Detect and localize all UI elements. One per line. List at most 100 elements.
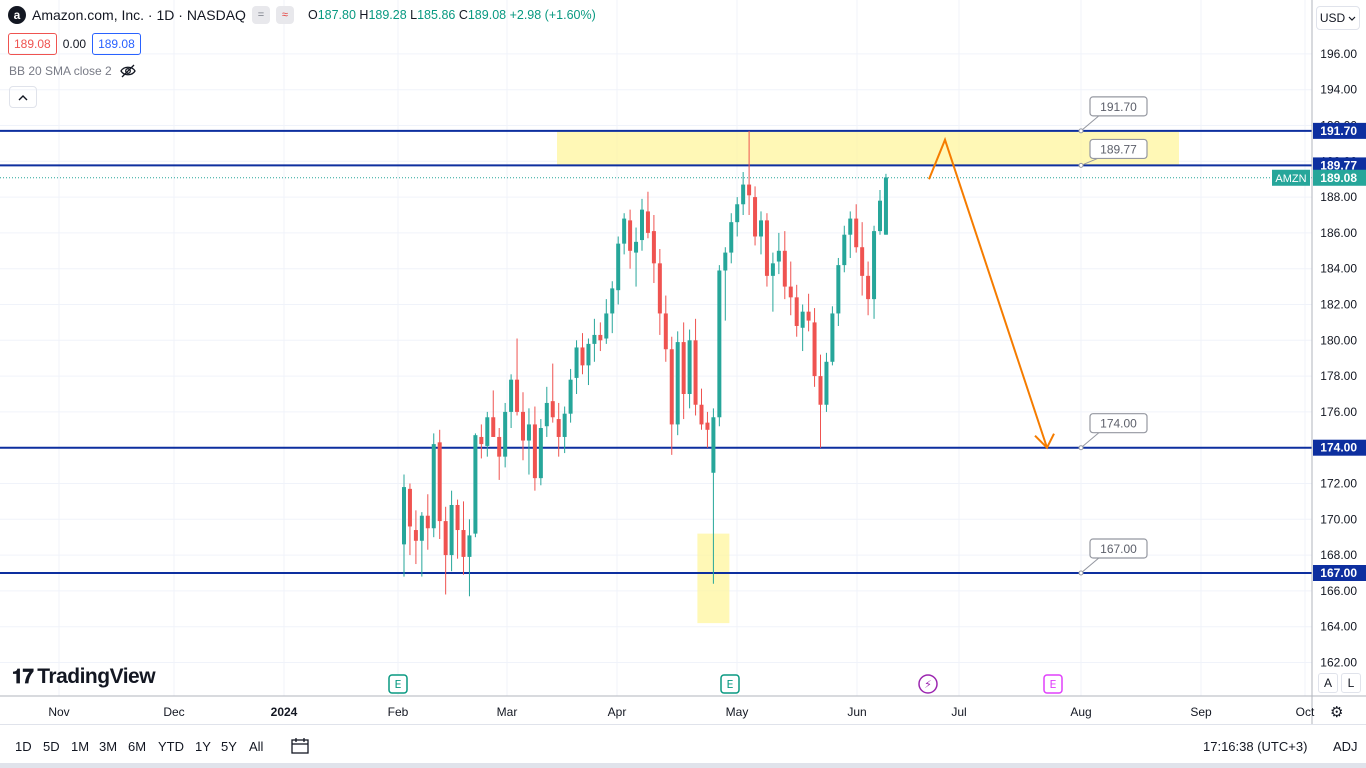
- candle-body: [479, 436, 484, 445]
- candle-body: [521, 411, 525, 441]
- symbol-tag: AMZN: [1275, 173, 1306, 185]
- candle-body: [592, 334, 597, 344]
- symbol-title[interactable]: Amazon.com, Inc. · 1D · NASDAQ: [32, 7, 246, 23]
- candle-body: [425, 515, 430, 529]
- ohlc-change: +2.98 (+1.60%): [509, 8, 596, 22]
- price-tick-label: 166.00: [1320, 584, 1357, 598]
- candle-body: [842, 234, 847, 266]
- ohlc-high-label: H: [359, 8, 369, 22]
- timeframe-5d[interactable]: 5D: [43, 739, 60, 754]
- timeframe-1m[interactable]: 1M: [71, 739, 90, 754]
- candle-body: [741, 184, 746, 205]
- candle-body: [622, 218, 627, 244]
- candle-body: [729, 222, 734, 253]
- time-tick-label: Feb: [388, 705, 409, 719]
- timeframe-6m[interactable]: 6M: [128, 739, 147, 754]
- price-chart[interactable]: 191.70 189.77 174.00 167.00 E E ⚡ E 162.00 164.…: [0, 0, 1366, 724]
- callout-box: [1089, 538, 1148, 559]
- price-tick-label: 186.00: [1320, 226, 1357, 240]
- time-tick-label: Apr: [608, 705, 627, 719]
- candle-body: [788, 286, 793, 298]
- split-marker-icon[interactable]: [918, 674, 938, 694]
- candle-body: [509, 379, 514, 412]
- candle-body: [503, 411, 508, 457]
- earnings-marker-icon[interactable]: [1043, 674, 1063, 694]
- timeframe-1d[interactable]: 1D: [15, 739, 32, 754]
- symbol-tag-bg: [1272, 169, 1310, 186]
- candle-body: [824, 361, 829, 405]
- eye-off-icon[interactable]: [119, 64, 136, 78]
- callout-pointer: [1080, 556, 1101, 574]
- timeframe-ytd[interactable]: YTD: [158, 739, 184, 754]
- candle-body: [616, 243, 621, 291]
- earnings-marker-icon[interactable]: [720, 674, 740, 694]
- calendar-range-icon[interactable]: [290, 737, 310, 755]
- candle-body: [854, 218, 859, 248]
- candle-body: [681, 342, 686, 394]
- candle-body: [574, 347, 579, 378]
- time-tick-label: Sep: [1190, 705, 1212, 719]
- candle-body: [878, 200, 882, 232]
- candle-body: [753, 197, 758, 237]
- candle-body: [806, 311, 811, 321]
- time-tick-label: Jul: [951, 705, 966, 719]
- price-tick-label: 168.00: [1320, 548, 1357, 562]
- approx-icon[interactable]: ≈: [275, 6, 294, 24]
- candle-body: [699, 404, 704, 425]
- scenario-path: [928, 136, 1048, 449]
- event-marker-label[interactable]: E: [727, 678, 734, 691]
- callout-pointer: [1080, 431, 1101, 449]
- candle-body: [800, 311, 805, 328]
- price-axis: 162.00 164.00 166.00 168.00 170.00 172.00 174.…: [1272, 0, 1366, 724]
- candle-body: [764, 220, 769, 276]
- candle-body: [830, 313, 835, 362]
- log-scale-button[interactable]: L: [1341, 673, 1361, 693]
- event-marker-label[interactable]: E: [1050, 678, 1057, 691]
- last-price-axis-label: 189.08: [1320, 171, 1357, 185]
- candle-body: [782, 250, 787, 287]
- candle-body: [848, 218, 853, 235]
- level-axis-label-bg: [1313, 122, 1366, 139]
- timeframe-3m[interactable]: 3M: [99, 739, 118, 754]
- adjust-dividends-toggle[interactable]: ADJ: [1333, 739, 1358, 754]
- time-tick-label: Dec: [163, 705, 184, 719]
- candle-body: [580, 347, 585, 366]
- indicator-legend[interactable]: BB 20 SMA close 2: [9, 64, 136, 78]
- candle-body: [860, 247, 865, 276]
- timeframe-all[interactable]: All: [249, 739, 264, 754]
- ohlc-open: 187.80: [317, 8, 356, 22]
- price-tick-label: 178.00: [1320, 369, 1357, 383]
- gear-icon[interactable]: ⚙: [1330, 704, 1344, 721]
- clock-timezone[interactable]: 17:16:38 (UTC+3): [1203, 739, 1308, 754]
- equals-icon[interactable]: =: [251, 6, 270, 24]
- candle-body: [443, 521, 448, 556]
- candlestick-series: [402, 130, 888, 597]
- ohlc-close-label: C: [458, 8, 468, 22]
- candle-body: [413, 530, 418, 541]
- timeframe-1y[interactable]: 1Y: [195, 739, 211, 754]
- sell-price-button[interactable]: 189.08: [8, 33, 57, 55]
- earnings-marker-icon[interactable]: [388, 674, 408, 694]
- candle-body: [407, 488, 412, 527]
- timeframe-5y[interactable]: 5Y: [221, 739, 237, 754]
- candle-body: [759, 220, 763, 237]
- currency-select[interactable]: USD: [1316, 6, 1360, 30]
- time-tick-label: Nov: [48, 705, 69, 719]
- horizontal-scrollbar[interactable]: [0, 763, 1366, 768]
- company-logo-icon[interactable]: a: [8, 6, 26, 24]
- candle-body: [723, 252, 728, 271]
- resistance-zone: [557, 130, 1179, 166]
- event-marker-label[interactable]: ⚡: [924, 678, 932, 691]
- tradingview-logo-icon: 𝟏𝟕: [12, 665, 34, 688]
- level-axis-label: 167.00: [1320, 566, 1357, 580]
- scenario-arrowhead: [1034, 433, 1055, 450]
- event-marker-label[interactable]: E: [395, 678, 402, 691]
- support-resistance-levels: [0, 129, 1312, 574]
- collapse-legend-button[interactable]: [9, 86, 37, 108]
- candle-body: [419, 515, 424, 541]
- price-tick-label: 194.00: [1320, 83, 1357, 97]
- candle-body: [550, 401, 555, 418]
- auto-scale-button[interactable]: A: [1318, 673, 1338, 693]
- quick-trade-boxes: 189.08 0.00 189.08: [8, 33, 141, 55]
- buy-price-button[interactable]: 189.08: [92, 33, 141, 55]
